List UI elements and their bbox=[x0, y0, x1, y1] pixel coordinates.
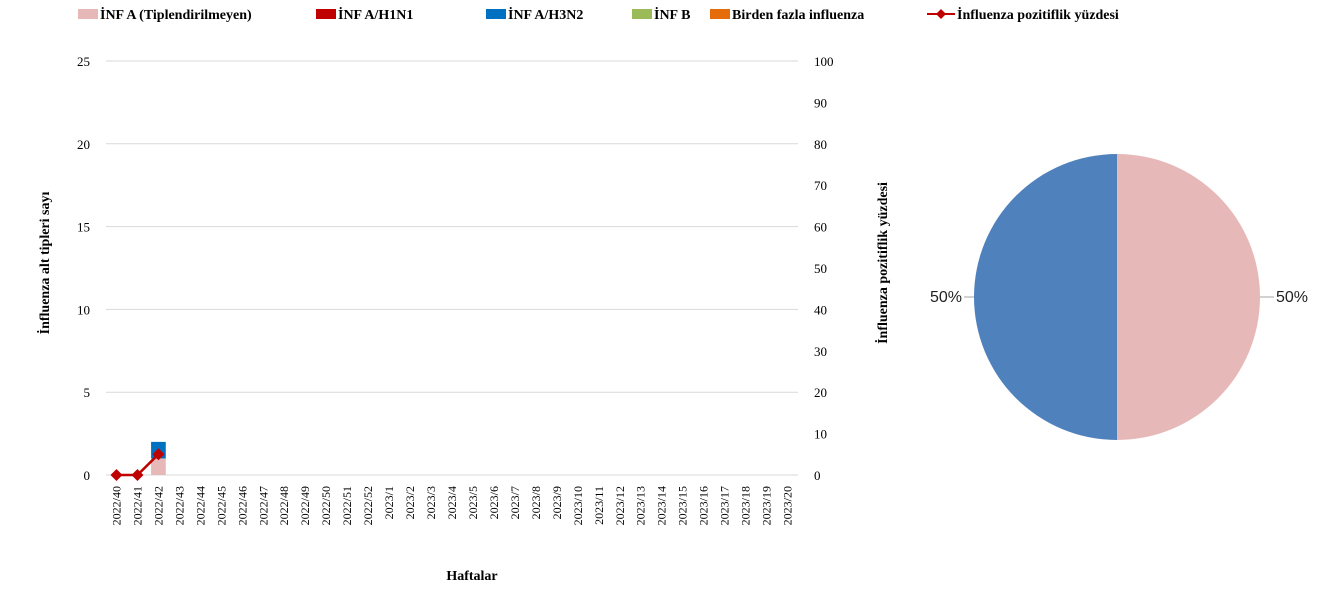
x-tick-6: 2022/46 bbox=[235, 486, 249, 525]
x-tick-20: 2023/8 bbox=[529, 486, 543, 519]
x-tick-8: 2022/48 bbox=[277, 486, 291, 525]
y2-tick-6: 60 bbox=[814, 220, 827, 235]
x-tick-31: 2023/19 bbox=[760, 486, 774, 525]
legend-label-2: İNF A/H3N2 bbox=[508, 6, 583, 23]
x-tick-10: 2022/50 bbox=[319, 486, 333, 525]
legend: İNF A (Tiplendirilmeyen) İNF A/H1N1 İNF A/… bbox=[78, 6, 1119, 23]
positivity-point-0 bbox=[110, 469, 123, 481]
x-tick-16: 2023/4 bbox=[445, 486, 459, 519]
y-tick-5: 25 bbox=[77, 54, 90, 69]
positivity-point-2 bbox=[152, 448, 165, 461]
y2-axis-ticks: 0 10 20 30 40 50 60 70 80 90 100 bbox=[814, 54, 834, 483]
y-tick-2: 10 bbox=[77, 302, 90, 317]
y2-tick-5: 50 bbox=[814, 261, 827, 276]
legend-swatch-1 bbox=[316, 9, 336, 19]
pie-label-1: 50% bbox=[930, 289, 962, 306]
x-tick-23: 2023/11 bbox=[592, 486, 606, 525]
x-tick-14: 2023/2 bbox=[403, 486, 417, 519]
legend-swatch-2 bbox=[486, 9, 506, 19]
legend-swatch-3 bbox=[632, 9, 652, 19]
x-tick-0: 2022/40 bbox=[109, 486, 123, 525]
x-axis-title: Haftalar bbox=[446, 569, 497, 584]
x-tick-24: 2023/12 bbox=[613, 486, 627, 525]
x-tick-18: 2023/6 bbox=[487, 486, 501, 519]
x-tick-13: 2023/1 bbox=[382, 486, 396, 519]
y2-tick-9: 90 bbox=[814, 95, 827, 110]
x-tick-25: 2023/13 bbox=[634, 486, 648, 525]
y-tick-1: 5 bbox=[84, 385, 91, 400]
x-tick-28: 2023/16 bbox=[697, 486, 711, 525]
y-tick-0: 0 bbox=[84, 468, 91, 483]
bar-0-2 bbox=[151, 458, 166, 475]
legend-label-3: İNF B bbox=[654, 6, 690, 23]
x-tick-30: 2023/18 bbox=[739, 486, 753, 525]
pie-slice-1 bbox=[974, 154, 1117, 440]
y2-tick-1: 10 bbox=[814, 427, 827, 442]
legend-swatch-0 bbox=[78, 9, 98, 19]
pie-label-0: 50% bbox=[1276, 289, 1308, 306]
x-tick-7: 2022/47 bbox=[256, 486, 270, 525]
legend-label-0: İNF A (Tiplendirilmeyen) bbox=[100, 6, 252, 23]
y2-tick-10: 100 bbox=[814, 54, 834, 69]
x-axis-ticks: 2022/40 2022/41 2022/42 2022/43 2022/44 2022/… bbox=[109, 486, 794, 525]
y2-tick-0: 0 bbox=[814, 468, 821, 483]
x-tick-12: 2022/52 bbox=[361, 486, 375, 525]
positivity-point-1 bbox=[131, 469, 144, 481]
gridlines bbox=[106, 60, 798, 476]
x-tick-15: 2023/3 bbox=[424, 486, 438, 519]
x-tick-1: 2022/41 bbox=[130, 486, 144, 525]
x-tick-27: 2023/15 bbox=[676, 486, 690, 525]
x-tick-9: 2022/49 bbox=[298, 486, 312, 525]
x-tick-11: 2022/51 bbox=[340, 486, 354, 525]
legend-swatch-4 bbox=[710, 9, 730, 19]
x-tick-21: 2023/9 bbox=[550, 486, 564, 519]
x-tick-32: 2023/20 bbox=[781, 486, 795, 525]
y-tick-4: 20 bbox=[77, 137, 90, 152]
x-tick-17: 2023/5 bbox=[466, 486, 480, 519]
pie-chart: 50% 50% bbox=[930, 154, 1308, 440]
y2-tick-3: 30 bbox=[814, 344, 827, 359]
x-tick-4: 2022/44 bbox=[193, 486, 207, 525]
legend-label-4: Birden fazla influenza bbox=[732, 8, 864, 23]
x-tick-29: 2023/17 bbox=[718, 486, 732, 525]
x-tick-5: 2022/45 bbox=[214, 486, 228, 525]
x-tick-22: 2023/10 bbox=[571, 486, 585, 525]
x-tick-19: 2023/7 bbox=[508, 486, 522, 519]
x-tick-26: 2023/14 bbox=[655, 486, 669, 525]
legend-label-5: İnfluenza pozitiflik yüzdesi bbox=[957, 6, 1119, 23]
x-tick-2: 2022/42 bbox=[151, 486, 165, 525]
y2-tick-7: 70 bbox=[814, 178, 827, 193]
combo-chart: 0 5 10 15 20 25 0 10 20 30 40 50 60 70 80 90 100 2022/4… bbox=[36, 54, 891, 584]
y2-tick-4: 40 bbox=[814, 302, 827, 317]
pie-slice-0 bbox=[1117, 154, 1260, 440]
x-tick-3: 2022/43 bbox=[172, 486, 186, 525]
y-axis-title: İnfluenza alt tipleri sayı bbox=[36, 192, 53, 335]
legend-label-1: İNF A/H1N1 bbox=[338, 6, 413, 23]
legend-marker-5 bbox=[936, 9, 946, 19]
y2-tick-2: 20 bbox=[814, 385, 827, 400]
y2-axis-title: İnfluenza pozitiflik yüzdesi bbox=[874, 182, 891, 344]
y-axis-ticks: 0 5 10 15 20 25 bbox=[77, 54, 90, 483]
positivity-line bbox=[110, 448, 165, 481]
y-tick-3: 15 bbox=[77, 220, 90, 235]
y2-tick-8: 80 bbox=[814, 137, 827, 152]
